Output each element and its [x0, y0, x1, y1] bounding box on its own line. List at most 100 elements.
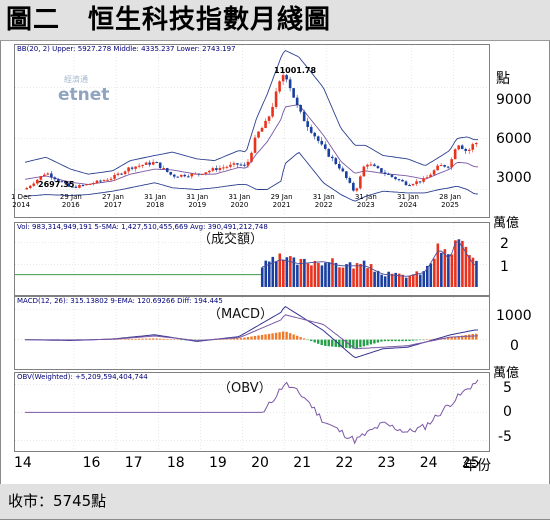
- macd-histogram-bar: [383, 339, 387, 342]
- macd-histogram-bar: [450, 337, 453, 340]
- vol-bar: [271, 256, 275, 287]
- candle-body: [355, 188, 359, 191]
- candle-body: [467, 149, 471, 151]
- candle-body: [380, 168, 383, 173]
- macd-histogram-bar: [264, 334, 267, 340]
- macd-histogram-bar: [155, 338, 158, 340]
- candle-body: [415, 181, 418, 185]
- candle-body: [81, 185, 85, 187]
- candle-body: [74, 186, 78, 188]
- macd-histogram-bar: [218, 339, 222, 340]
- candle-body: [25, 187, 29, 190]
- candle-body: [32, 183, 36, 186]
- candle-body: [345, 171, 348, 178]
- macd-histogram-bar: [302, 338, 306, 340]
- macd-histogram-bar: [148, 338, 151, 340]
- macd-histogram-bar: [341, 339, 345, 348]
- macd-histogram-bar: [324, 339, 327, 346]
- vol-bar: [324, 262, 327, 287]
- vol-bar: [320, 265, 324, 287]
- macd-histogram-bar: [232, 338, 236, 340]
- candle-body: [257, 131, 260, 138]
- vol-bar: [468, 255, 471, 287]
- macd-name: （MACD）: [208, 307, 273, 322]
- year-label: 25: [461, 455, 480, 471]
- candle-body: [323, 144, 327, 149]
- macd-histogram-bar: [422, 339, 425, 341]
- candle-body: [253, 137, 257, 153]
- candle-body: [172, 174, 176, 177]
- macd-histogram-bar: [229, 338, 232, 340]
- year-label: 20: [251, 455, 269, 471]
- macd-panel: [14, 296, 490, 370]
- macd-histogram-bar: [281, 331, 285, 340]
- candle-body: [404, 181, 408, 186]
- vol-bar: [440, 252, 443, 287]
- candle-body: [176, 176, 180, 178]
- candle-body: [194, 173, 197, 175]
- candle-body: [429, 174, 432, 178]
- candle-body: [218, 167, 222, 171]
- candle-body: [278, 81, 281, 92]
- date-label: 1 Dec 2014: [11, 193, 32, 209]
- candle-body: [28, 185, 32, 188]
- macd-histogram-bar: [137, 338, 141, 340]
- macd-histogram-bar: [376, 339, 380, 343]
- candle-body: [236, 163, 239, 165]
- vol-legend: Vol: 983,314,949,191 5-SMA: 1,427,510,45…: [17, 223, 268, 231]
- candle-body: [39, 176, 43, 180]
- candle-body: [443, 165, 446, 167]
- vol-bar: [278, 253, 282, 287]
- candle-body: [148, 162, 151, 165]
- macd-histogram-bar: [404, 339, 408, 342]
- vol-tick-2: 2: [500, 236, 509, 252]
- candle-body: [151, 162, 155, 165]
- vol-bar: [457, 239, 461, 287]
- macd-histogram-bar: [295, 335, 299, 340]
- candle-body: [316, 136, 320, 141]
- close-price: 收市：5745點: [8, 492, 107, 510]
- year-label: 16: [82, 455, 101, 471]
- candle-body: [394, 176, 397, 180]
- candle-body: [179, 174, 183, 177]
- vol-bar: [267, 261, 271, 287]
- macd-histogram-bar: [415, 339, 418, 341]
- candle-body: [330, 156, 334, 159]
- candle-body: [362, 166, 366, 177]
- candle-body: [137, 165, 141, 167]
- candle-body: [144, 162, 148, 165]
- macd-histogram-bar: [348, 339, 352, 349]
- low-label: 2697.35: [38, 180, 75, 189]
- candle-body: [373, 164, 376, 167]
- year-unit: 年份: [463, 458, 491, 474]
- vol-bar: [383, 276, 387, 287]
- vol-bar: [418, 274, 422, 287]
- watermark-en: etnet: [58, 85, 110, 105]
- macd-histogram-bar: [120, 339, 123, 340]
- year-label: 14: [14, 455, 32, 471]
- candle-body: [267, 116, 271, 121]
- candle-body: [260, 127, 264, 132]
- year-label: 18: [166, 455, 185, 471]
- macd-histogram-bar: [239, 338, 243, 340]
- macd-histogram-bar: [260, 334, 264, 340]
- macd-histogram-bar: [366, 339, 369, 346]
- candle-body: [243, 164, 246, 166]
- candle-body: [288, 79, 292, 89]
- vol-bar: [317, 263, 320, 287]
- candle-body: [208, 170, 211, 173]
- candle-body: [341, 168, 345, 172]
- candle-body: [229, 164, 232, 167]
- vol-bar: [289, 256, 292, 287]
- candle-body: [141, 164, 144, 166]
- vol-bar: [274, 261, 278, 287]
- candle-body: [436, 165, 439, 171]
- vol-bar: [450, 254, 454, 287]
- date-label: 29 Jan 2016: [59, 193, 82, 209]
- candle-body: [348, 177, 352, 183]
- candle-body: [57, 179, 60, 182]
- vol-bar: [471, 257, 475, 287]
- candle-body: [408, 185, 411, 187]
- macd-histogram-bar: [222, 339, 225, 340]
- candle-body: [50, 173, 53, 178]
